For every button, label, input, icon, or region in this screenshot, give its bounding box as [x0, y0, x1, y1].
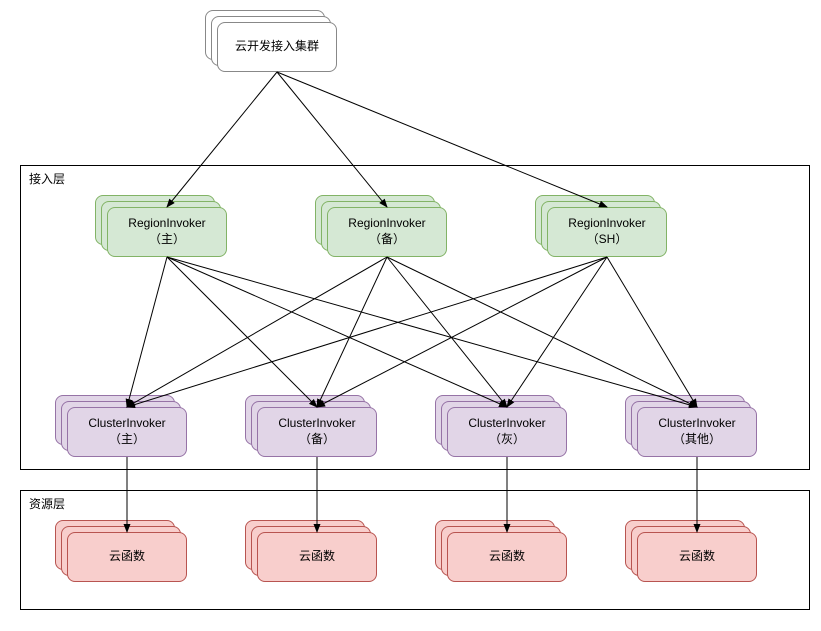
node-label-c3: ClusterInvoker（灰） [447, 407, 567, 457]
node-c2: ClusterInvoker（备） [245, 395, 377, 457]
node-r3: RegionInvoker（SH） [535, 195, 667, 257]
node-c1: ClusterInvoker（主） [55, 395, 187, 457]
node-label-f3: 云函数 [447, 532, 567, 582]
node-label-r2: RegionInvoker（备） [327, 207, 447, 257]
node-label-f1: 云函数 [67, 532, 187, 582]
node-top: 云开发接入集群 [205, 10, 337, 72]
node-f3: 云函数 [435, 520, 567, 582]
node-f4: 云函数 [625, 520, 757, 582]
layer-label-access: 接入层 [29, 170, 65, 187]
node-f1: 云函数 [55, 520, 187, 582]
node-r2: RegionInvoker（备） [315, 195, 447, 257]
node-label-r1: RegionInvoker（主） [107, 207, 227, 257]
node-label-top: 云开发接入集群 [217, 22, 337, 72]
node-label-c2: ClusterInvoker（备） [257, 407, 377, 457]
node-label-f4: 云函数 [637, 532, 757, 582]
layer-label-resource: 资源层 [29, 495, 65, 512]
node-label-f2: 云函数 [257, 532, 377, 582]
node-r1: RegionInvoker（主） [95, 195, 227, 257]
diagram-canvas: 接入层资源层 云开发接入集群 RegionInvoker（主） RegionInvok… [0, 0, 821, 631]
node-f2: 云函数 [245, 520, 377, 582]
node-label-c4: ClusterInvoker（其他） [637, 407, 757, 457]
node-c4: ClusterInvoker（其他） [625, 395, 757, 457]
node-c3: ClusterInvoker（灰） [435, 395, 567, 457]
node-label-c1: ClusterInvoker（主） [67, 407, 187, 457]
node-label-r3: RegionInvoker（SH） [547, 207, 667, 257]
